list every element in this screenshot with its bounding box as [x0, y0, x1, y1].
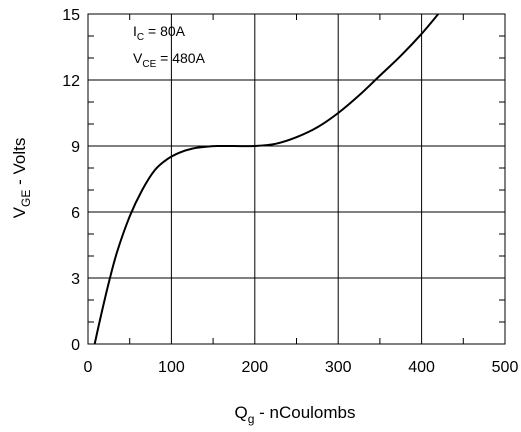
plot-frame — [87, 13, 506, 345]
annotation-vce: VCE = 480A — [133, 50, 206, 70]
x-tick-label: 100 — [158, 359, 185, 376]
x-tick-label: 400 — [408, 359, 435, 376]
x-tick-label: 500 — [492, 359, 519, 376]
minor-ticks — [88, 14, 505, 344]
y-tick-label: 12 — [62, 73, 80, 90]
y-tick-label: 15 — [62, 7, 80, 24]
y-tick-labels: 0 3 6 9 12 15 — [62, 7, 80, 354]
y-axis-label: VGE - Volts — [10, 138, 33, 219]
y-tick-label: 3 — [71, 271, 80, 288]
series-group — [93, 13, 440, 345]
x-tick-labels: 0 100 200 300 400 500 — [84, 359, 519, 376]
y-tick-label: 0 — [71, 337, 80, 354]
y-tick-label: 6 — [71, 205, 80, 222]
y-tick-label: 9 — [71, 139, 80, 156]
x-tick-label: 200 — [241, 359, 268, 376]
x-tick-label: 0 — [84, 359, 93, 376]
x-axis-label: Qg - nCoulombs — [234, 403, 355, 426]
grid — [87, 13, 506, 345]
annotation-ic: IC = 80A — [133, 23, 186, 43]
series-line — [93, 13, 440, 345]
x-tick-label: 300 — [325, 359, 352, 376]
